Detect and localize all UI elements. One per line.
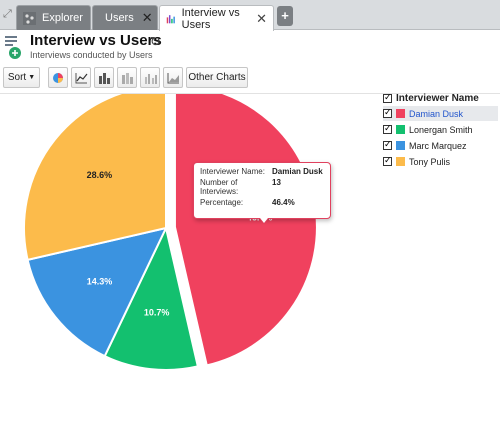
legend-item-damian-dusk[interactable]: Damian Dusk: [383, 106, 498, 121]
legend-swatch: [396, 109, 405, 118]
legend-item-tony-pulis[interactable]: Tony Pulis: [383, 154, 498, 169]
pie-slice-marc-marquez[interactable]: [26, 226, 168, 358]
restore-icon[interactable]: ⤢: [3, 8, 12, 20]
grouped-bar-icon: [144, 73, 157, 84]
legend-checkbox[interactable]: [383, 107, 392, 118]
pie-chart-icon: [53, 72, 63, 83]
chart-toolbar: Sort ▼ Other Charts: [3, 67, 248, 88]
pie-slice-lonergan-smith[interactable]: [103, 224, 200, 371]
explorer-icon: [23, 11, 36, 25]
legend-label: Marc Marquez: [409, 140, 467, 151]
legend-checkbox[interactable]: [383, 123, 392, 134]
pie-slice-label: 10.7%: [144, 308, 170, 318]
report-menu-icon[interactable]: [5, 35, 21, 61]
tab-interview-label: Interview vs Users: [181, 6, 240, 31]
toolbar-divider: [0, 93, 500, 94]
chart-tooltip: Interviewer Name: Damian Dusk Number of …: [193, 162, 331, 219]
pie-slice-label: 28.6%: [87, 170, 113, 180]
new-tab-button[interactable]: +: [277, 6, 293, 26]
tooltip-count-value: 13: [272, 178, 281, 187]
legend-checkbox[interactable]: [383, 155, 392, 166]
tab-explorer[interactable]: Explorer: [16, 5, 91, 30]
legend-title: Interviewer Name: [396, 92, 479, 104]
chart-icon: [166, 15, 175, 24]
area-chart-button[interactable]: [163, 67, 183, 88]
sort-label: Sort: [7, 72, 27, 83]
legend-label: Lonergan Smith: [409, 124, 473, 135]
other-charts-label: Other Charts: [188, 72, 246, 83]
pie-slice-damian-dusk[interactable]: [173, 94, 318, 367]
tooltip-pct-value: 46.4%: [272, 198, 295, 207]
bar-chart-icon: [98, 72, 110, 84]
tab-interview-vs-users[interactable]: Interview vs Users ✕: [159, 5, 274, 31]
tab-strip: ⤢ Explorer Users ✕ Interview vs Users ✕ …: [0, 0, 500, 31]
tooltip-name-value: Damian Dusk: [272, 167, 323, 176]
legend-swatch: [396, 157, 405, 166]
legend-item-lonergan-smith[interactable]: Lonergan Smith: [383, 122, 498, 137]
legend-swatch: [396, 125, 405, 134]
refresh-icon[interactable]: ↻: [150, 34, 161, 49]
sort-button[interactable]: Sort ▼: [3, 67, 40, 88]
area-chart-icon: [167, 72, 179, 83]
tooltip-name-key: Interviewer Name:: [200, 167, 265, 176]
legend-label: Tony Pulis: [409, 156, 451, 167]
pie-slice-tony-pulis[interactable]: [23, 94, 167, 262]
pie-slice-label: 14.3%: [87, 276, 113, 286]
legend-label: Damian Dusk: [409, 108, 464, 119]
legend-title-row[interactable]: Interviewer Name: [383, 91, 498, 105]
grouped-bar-button[interactable]: [140, 67, 160, 88]
legend-swatch: [396, 141, 405, 150]
page-title: Interview vs Users: [30, 32, 162, 49]
stacked-bar-icon: [121, 72, 133, 84]
line-chart-icon: [75, 72, 87, 83]
line-chart-button[interactable]: [71, 67, 91, 88]
tab-users-label: Users: [105, 12, 134, 24]
page-subtitle: Interviews conducted by Users: [30, 50, 153, 60]
tooltip-pct-key: Percentage:: [200, 198, 244, 207]
pie-chart-button[interactable]: [48, 67, 68, 88]
stacked-bar-button[interactable]: [117, 67, 137, 88]
legend-checkbox[interactable]: [383, 139, 392, 150]
bar-chart-button[interactable]: [94, 67, 114, 88]
tab-explorer-label: Explorer: [42, 12, 83, 24]
pie-chart: 46.4% 10.7% 14.3% 28.6%: [23, 94, 318, 371]
tab-users[interactable]: Users ✕: [92, 5, 158, 30]
select-all-checkbox[interactable]: [383, 92, 392, 103]
close-icon[interactable]: ✕: [256, 10, 267, 26]
legend-item-marc-marquez[interactable]: Marc Marquez: [383, 138, 498, 153]
tooltip-count-key: Number of Interviews:: [200, 178, 239, 196]
tooltip-arrow-inner: [260, 218, 268, 223]
close-icon[interactable]: ✕: [141, 10, 153, 25]
chart-legend: Interviewer Name Damian Dusk Lonergan Sm…: [383, 91, 498, 169]
other-charts-button[interactable]: Other Charts: [186, 67, 248, 88]
chevron-down-icon: ▼: [28, 74, 36, 81]
